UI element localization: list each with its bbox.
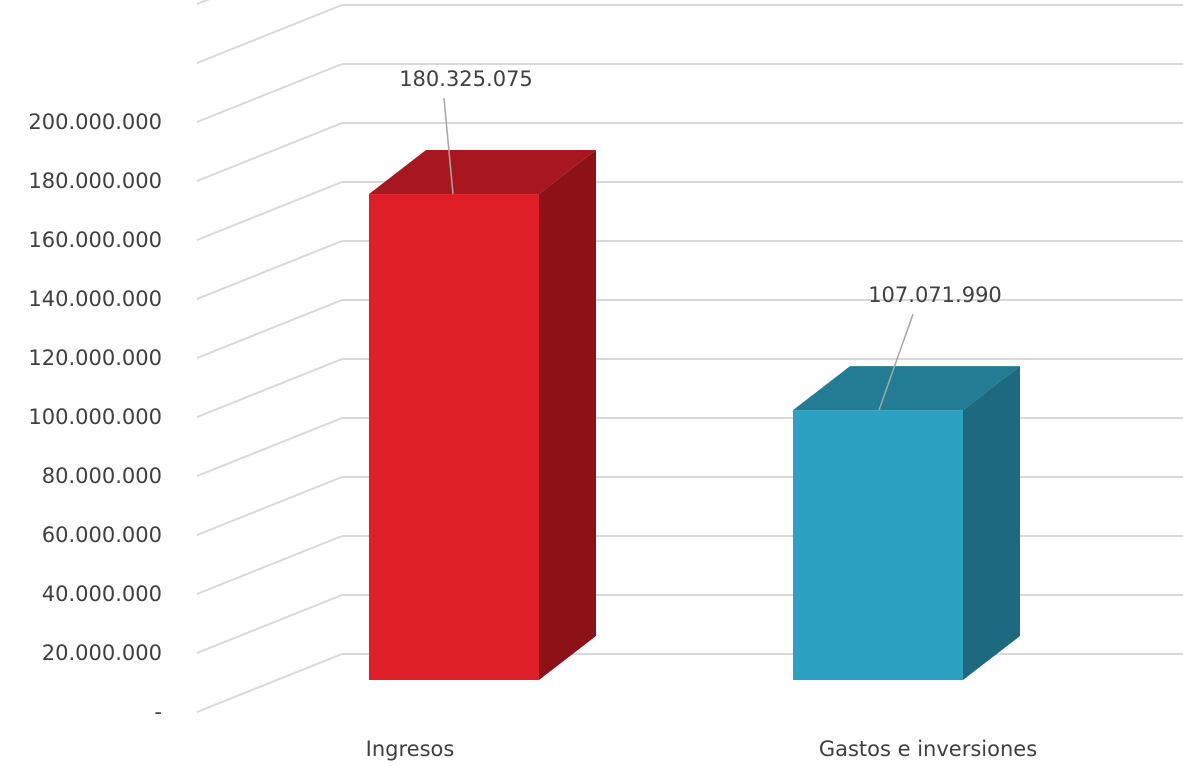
y-tick-label: 40.000.000 [42, 582, 162, 606]
grid-diagonal [196, 653, 343, 713]
grid-lines [196, 0, 1183, 713]
data-label-leader [878, 313, 914, 411]
grid-diagonal [196, 535, 343, 595]
y-tick-label: - [154, 700, 162, 724]
grid-diagonal [196, 63, 343, 123]
grid-diagonal [196, 358, 343, 418]
bar-1 [369, 150, 596, 681]
grid-diagonal [196, 594, 343, 654]
bar-side [963, 366, 1020, 680]
y-tick-label: 120.000.000 [28, 346, 162, 370]
grid-diagonal [196, 0, 210, 5]
grid-diagonal [196, 417, 343, 477]
y-tick-label: 60.000.000 [42, 523, 162, 547]
x-axis-category-labels: Ingresos Gastos e inversiones [366, 737, 1037, 761]
y-tick-label: 200.000.000 [28, 110, 162, 134]
y-tick-label: 180.000.000 [28, 169, 162, 193]
bar-side [539, 150, 596, 681]
data-label-leader [443, 97, 454, 195]
grid-diagonal [196, 181, 343, 241]
data-labels: 180.325.075 107.071.990 [399, 67, 1002, 411]
y-tick-label: 80.000.000 [42, 464, 162, 488]
bar-top [369, 150, 596, 195]
y-tick-label: 100.000.000 [28, 405, 162, 429]
grid-diagonal [196, 299, 343, 359]
data-label: 180.325.075 [399, 67, 533, 91]
bar-front [793, 410, 963, 680]
y-tick-label: 20.000.000 [42, 641, 162, 665]
bar-top [793, 366, 1020, 411]
y-axis-tick-labels: - 20.000.000 40.000.000 60.000.000 80.000.00… [28, 110, 162, 724]
category-label: Ingresos [366, 737, 455, 761]
data-label: 107.071.990 [868, 283, 1002, 307]
bar-front [369, 194, 539, 681]
bars [369, 150, 1020, 681]
grid-diagonal [196, 122, 343, 182]
y-tick-label: 160.000.000 [28, 228, 162, 252]
grid-diagonal [196, 4, 343, 64]
grid-diagonal [196, 240, 343, 300]
bar-2 [793, 366, 1020, 680]
category-label: Gastos e inversiones [819, 737, 1037, 761]
y-tick-label: 140.000.000 [28, 287, 162, 311]
grid-diagonal [196, 476, 343, 536]
